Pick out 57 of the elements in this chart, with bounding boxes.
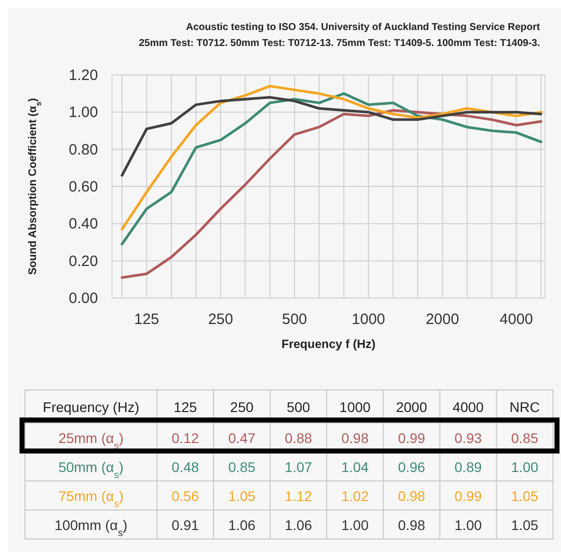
y-tick-label: 0.60 [68,178,98,196]
x-tick-label: 125 [174,399,198,415]
data-label: 0.98 [398,517,426,533]
y-tick-label: 75mm (α$_{s}$) [58,488,124,510]
data-label: 1.05 [511,488,539,504]
data-label: 0.98 [341,430,369,446]
x-axis-title: Frequency f (Hz) [281,337,376,351]
data-label: 0.12 [172,430,200,446]
y-tick-label: 0.20 [68,252,98,270]
data-label: 0.88 [284,430,312,446]
data-label: 0.91 [172,517,200,533]
y-tick-label: 100mm (α$_{s}$) [54,517,128,538]
line-series [120,109,542,279]
x-tick-label: 500 [282,311,308,328]
data-label: 0.99 [454,488,482,504]
x-tick-label: 4000 [500,311,534,328]
y-tick-label: 0.40 [68,216,98,233]
data-label: 0.99 [398,430,426,446]
x-tick-label: 1000 [352,311,386,328]
x-tick-label: 2000 [426,311,460,328]
data-label: 0.47 [228,430,256,446]
x-tick-label: NRC [510,399,540,415]
data-label: 0.85 [228,459,256,475]
data-label: 0.56 [172,488,200,504]
x-tick-label: 250 [230,399,254,415]
x-tick-label: 500 [286,399,310,415]
data-label: 0.96 [398,459,426,475]
data-label: 1.00 [511,459,539,475]
data-label: 0.48 [172,459,200,475]
y-tick-label: 1.00 [68,104,98,122]
x-tick-label: 2000 [396,399,428,415]
data-label: 0.85 [511,430,539,446]
data-label: 1.05 [228,488,256,504]
data-label: 0.89 [454,459,482,475]
data-label: 0.93 [454,430,482,446]
data-label: 1.06 [228,517,256,533]
y-tick-label: 0.80 [68,141,98,158]
x-tick-label: 1000 [339,399,371,415]
data-label: 1.05 [511,517,539,533]
data-label: 1.02 [341,488,369,504]
data-label: 0.98 [398,488,426,504]
data-label: 1.00 [454,517,482,533]
data-label: 1.00 [341,517,369,533]
x-tick-label: 4000 [452,399,484,415]
chart-title: Acoustic testing to ISO 354. University of Auckland Testing Service Report [186,22,541,33]
data-label: 1.12 [284,488,312,504]
data-label: 1.04 [341,459,369,475]
x-tick-label: 250 [208,311,234,328]
data-label: 1.07 [284,459,312,475]
x-tick-label: 125 [134,311,160,328]
y-tick-label: 0.00 [68,290,98,307]
data-label: 1.06 [284,517,312,533]
x-axis-title: Frequency (Hz) [42,399,140,415]
chart-subtitle: 25mm Test: T0712. 50mm Test: T0712-13. 75mm Test: T1409-5. 100mm Test: T1409-3. [138,38,540,49]
line-series [120,96,542,177]
y-tick-label: 1.20 [68,67,98,84]
y-tick-label: 50mm (α$_{s}$) [58,459,124,480]
